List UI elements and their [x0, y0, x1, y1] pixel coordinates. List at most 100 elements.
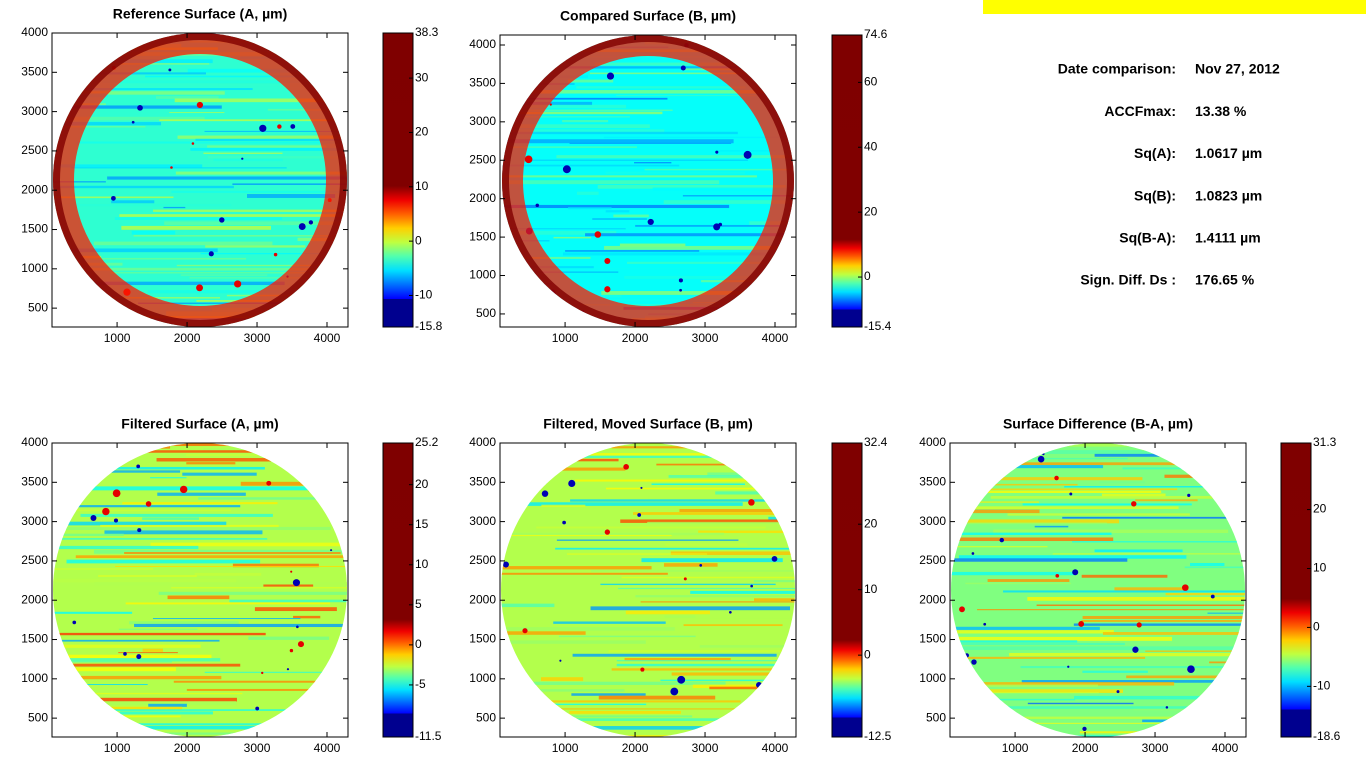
- surface-stripe: [683, 624, 783, 627]
- surface-stripe: [502, 164, 680, 167]
- surface-stripe: [98, 574, 197, 578]
- colorbar-tick-label: 20: [1313, 502, 1327, 516]
- surface-stripe: [53, 196, 174, 199]
- surface-stripe: [656, 463, 795, 466]
- surface-stripe: [502, 139, 734, 144]
- surface-stripe: [648, 496, 795, 500]
- x-tick-label: 3000: [692, 741, 719, 755]
- surface-stripe: [590, 606, 791, 611]
- surface-stripe: [951, 692, 1099, 694]
- surface-stripe: [1209, 661, 1231, 664]
- surface-stripe: [511, 131, 738, 135]
- surface-stripe: [240, 481, 347, 486]
- surface-stripe: [574, 479, 788, 482]
- surface-stripe: [624, 275, 794, 279]
- surface-spot: [999, 537, 1005, 543]
- surface-spot: [266, 480, 272, 486]
- surface-stripe: [119, 711, 213, 715]
- surface-spot: [241, 157, 244, 160]
- surface-stripe: [951, 519, 1120, 524]
- surface-stripe: [53, 533, 124, 536]
- surface-stripe: [53, 321, 172, 324]
- surface-stripe: [626, 261, 794, 264]
- surface-stripe: [618, 587, 795, 590]
- surface-stripe: [53, 639, 220, 642]
- surface-spot: [297, 641, 305, 648]
- y-tick-label: 500: [476, 710, 496, 724]
- surface-stripe: [218, 83, 347, 87]
- surface-stripe: [616, 95, 756, 97]
- surface-stripe: [1021, 680, 1245, 683]
- surface-stripe: [76, 141, 347, 144]
- y-tick-label: 1500: [21, 222, 48, 236]
- surface-spot: [560, 462, 566, 468]
- surface-stripe: [501, 631, 586, 635]
- surface-stripe: [571, 693, 646, 696]
- surface-stripe: [53, 692, 243, 695]
- surface-stripe: [85, 725, 332, 730]
- surface-stripe: [142, 517, 199, 520]
- surface-stripe: [951, 684, 1099, 687]
- surface-spot: [606, 72, 615, 80]
- surface-stripe: [171, 587, 347, 589]
- surface-spot: [739, 297, 747, 305]
- surface-stripe: [1003, 590, 1245, 593]
- surface-stripe: [502, 286, 542, 289]
- chart-title: Filtered, Moved Surface (B, µm): [543, 416, 753, 432]
- surface-stripe: [66, 559, 261, 564]
- y-tick-label: 2500: [21, 553, 48, 567]
- surface-stripe: [1135, 499, 1198, 502]
- surface-spot: [330, 549, 333, 552]
- surface-stripe: [951, 546, 1048, 548]
- surface-stripe: [203, 152, 283, 154]
- axes-frame: [949, 442, 1247, 738]
- surface-stripe: [567, 553, 708, 555]
- surface-spot: [113, 518, 119, 523]
- x-tick-label: 4000: [1212, 741, 1239, 755]
- surface-stripe: [1133, 708, 1229, 711]
- surface-stripe: [159, 119, 347, 122]
- surface-stripe: [53, 697, 237, 702]
- surface-spot: [273, 252, 278, 257]
- y-tick-label: 500: [28, 710, 48, 724]
- surface-stripe: [951, 477, 1143, 481]
- y-tick-label: 2000: [21, 592, 48, 606]
- surface-stripe: [53, 644, 201, 648]
- surface-stripe: [501, 627, 675, 631]
- surface-stripe: [194, 572, 262, 576]
- surface-edge: [53, 33, 347, 327]
- stat-label: Date comparison:: [1058, 61, 1176, 77]
- surface-stripe: [975, 722, 1163, 725]
- surface-spot: [559, 659, 562, 662]
- surface-edge: [502, 35, 794, 327]
- surface-stripe: [501, 453, 731, 456]
- surface-stripe: [951, 558, 1128, 562]
- colorbar-tick-label: 30: [415, 70, 429, 84]
- x-tick-label: 3000: [244, 741, 271, 755]
- surface-spot: [740, 470, 743, 473]
- colorbar-max-label: 31.3: [1313, 435, 1337, 449]
- surface-spot: [290, 124, 296, 129]
- y-tick-label: 4000: [21, 435, 48, 449]
- colorbar-tick-label: 20: [864, 516, 878, 530]
- colorbar-tick-label: -10: [415, 288, 433, 302]
- surface-stripe: [248, 636, 330, 640]
- surface-stripe: [564, 66, 772, 69]
- surface-stripe: [576, 191, 599, 195]
- surface-stripe: [1027, 596, 1245, 601]
- surface-spot: [131, 120, 135, 124]
- surface-spot: [111, 195, 116, 201]
- surface-stripe: [53, 126, 146, 128]
- surface-stripe: [569, 710, 681, 714]
- surface-stripe: [308, 489, 347, 492]
- surface-stripe: [625, 610, 711, 615]
- surface-stripe: [182, 472, 257, 476]
- surface-stripe: [951, 682, 1175, 686]
- y-tick-label: 2000: [21, 182, 48, 196]
- surface-stripe: [53, 568, 154, 570]
- surface-stripe: [254, 607, 337, 612]
- surface-stripe: [124, 552, 341, 554]
- y-tick-label: 4000: [21, 25, 48, 39]
- surface-stripe: [79, 729, 149, 732]
